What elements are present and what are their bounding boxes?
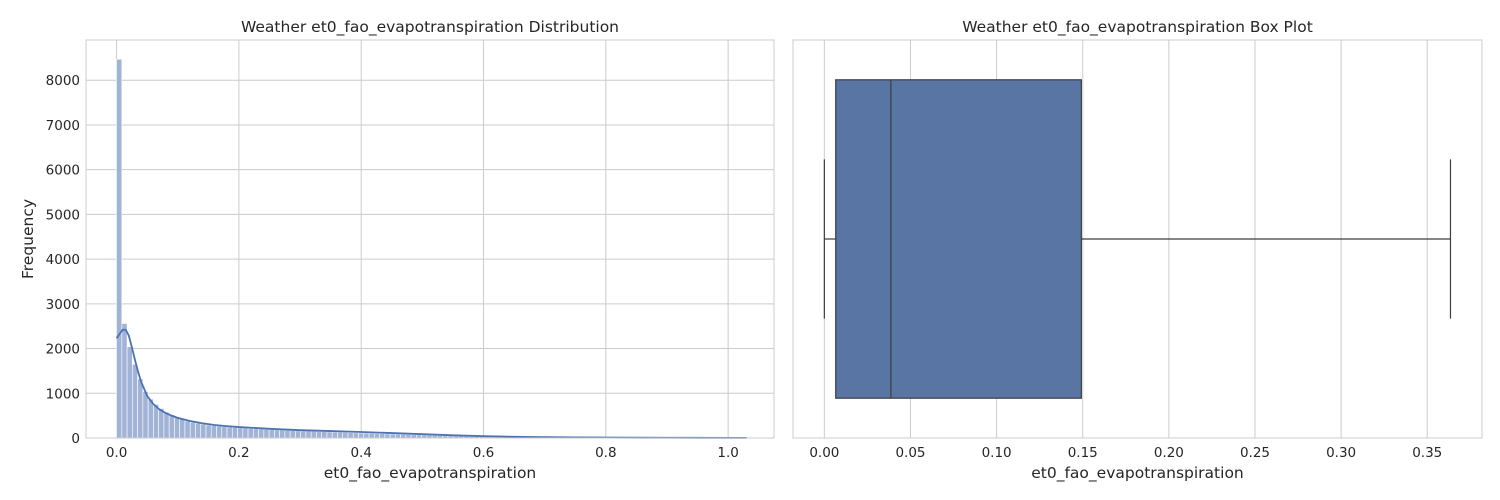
kde-curve	[115, 328, 747, 439]
histogram-x-tick-label: 0.6	[473, 445, 494, 461]
histogram-bars	[116, 58, 743, 439]
histogram-y-tick-label: 3000	[46, 297, 80, 313]
histogram-bar	[205, 424, 212, 439]
histogram-bar	[342, 432, 349, 439]
histogram-bar	[310, 431, 317, 439]
histogram-y-tick-label: 5000	[46, 207, 80, 223]
histogram-x-label: et0_fao_evapotranspiration	[324, 464, 537, 483]
boxplot-panel: 0.00 0.05 0.10 0.15 0.20 0.25 0.30 0.35 Weather…	[792, 18, 1483, 483]
histogram-bar	[316, 431, 322, 439]
histogram-bar	[347, 432, 354, 439]
boxplot-x-tick-label: 0.20	[1154, 445, 1184, 461]
histogram-bar	[142, 391, 149, 439]
histogram-x-tick-label: 0.4	[350, 445, 371, 461]
boxplot-x-tick-label: 0.00	[809, 445, 839, 461]
histogram-bar	[258, 428, 265, 439]
histogram-bar	[147, 398, 154, 439]
histogram-bar	[300, 430, 307, 439]
histogram-bar	[189, 422, 196, 439]
histogram-bar	[289, 430, 296, 439]
histogram-bar	[295, 430, 301, 439]
histogram-bar	[132, 363, 138, 439]
histogram-bar	[363, 432, 370, 439]
histogram-y-tick-label: 4000	[46, 252, 80, 268]
histogram-x-tick-label: 0.8	[595, 445, 616, 461]
boxplot-x-tick-label: 0.15	[1068, 445, 1098, 461]
histogram-bar	[305, 430, 312, 439]
histogram-bar	[379, 433, 386, 439]
histogram-bar	[358, 432, 365, 439]
histogram-y-label: Frequency	[19, 199, 37, 279]
boxplot-title: Weather et0_fao_evapotranspiration Box P…	[962, 18, 1313, 37]
histogram-bar	[168, 414, 175, 439]
histogram-x-tick-label: 0.2	[228, 445, 249, 461]
histogram-bar	[321, 431, 328, 439]
histogram-bar	[284, 430, 291, 439]
boxplot-x-label: et0_fao_evapotranspiration	[1031, 464, 1244, 483]
histogram-y-tick-label: 0	[71, 431, 80, 447]
histogram-bar	[231, 427, 238, 439]
histogram-y-tick-label: 8000	[46, 73, 80, 89]
boxplot-x-tick-label: 0.10	[982, 445, 1012, 461]
histogram-y-tick-label: 1000	[46, 386, 80, 402]
boxplot-x-ticks: 0.00 0.05 0.10 0.15 0.20 0.25 0.30 0.35	[809, 445, 1442, 461]
histogram-bar	[195, 422, 202, 439]
histogram-bar	[174, 416, 180, 439]
histogram-bar	[331, 431, 338, 439]
histogram-y-ticks: 0 1000 2000 3000 4000 5000 6000 7000 8000	[46, 73, 80, 447]
histogram-bar	[263, 429, 270, 439]
histogram-bar	[237, 427, 244, 439]
histogram-x-ticks: 0.0 0.2 0.4 0.6 0.8 1.0	[106, 445, 739, 461]
histogram-bar	[126, 346, 133, 439]
histogram-bar	[274, 429, 280, 439]
histogram-x-tick-label: 1.0	[717, 445, 738, 461]
boxplot-x-tick-label: 0.05	[895, 445, 925, 461]
boxplot-x-tick-label: 0.35	[1412, 445, 1442, 461]
histogram-bar	[242, 427, 249, 439]
histogram-bar	[153, 404, 159, 439]
histogram-axes-frame	[85, 39, 775, 439]
boxplot-x-tick-label: 0.25	[1240, 445, 1270, 461]
histogram-bar	[389, 433, 396, 439]
histogram-bar	[121, 323, 128, 439]
histogram-bar	[352, 432, 359, 439]
histogram-bar	[395, 433, 401, 439]
histogram-bar	[116, 58, 123, 439]
histogram-bar	[158, 408, 165, 439]
histogram-bar	[400, 434, 407, 439]
histogram-y-tick-label: 7000	[46, 118, 80, 134]
boxplot-axes-frame	[792, 39, 1483, 439]
histogram-bar	[210, 425, 217, 439]
boxplot-x-tick-label: 0.30	[1326, 445, 1356, 461]
histogram-bar	[221, 426, 228, 439]
histogram-bar	[405, 434, 412, 439]
histogram-x-tick-label: 0.0	[106, 445, 127, 461]
histogram-bar	[337, 431, 344, 439]
histogram-bar	[253, 428, 259, 439]
interquartile-box	[835, 79, 1082, 399]
histogram-bar	[163, 411, 170, 439]
histogram-bar	[247, 428, 254, 439]
histogram-bar	[200, 423, 207, 439]
histogram-bar	[184, 420, 191, 439]
histogram-title: Weather et0_fao_evapotranspiration Distr…	[241, 18, 619, 37]
histogram-bar	[226, 426, 233, 439]
boxplot-body	[823, 79, 1452, 399]
histogram-bar	[384, 433, 391, 439]
histogram-y-tick-label: 6000	[46, 163, 80, 179]
histogram-y-tick-label: 2000	[46, 342, 80, 358]
histogram-bar	[279, 429, 286, 439]
histogram-bar	[216, 425, 223, 439]
histogram-bar	[373, 433, 380, 439]
histogram-bar	[368, 433, 375, 439]
histogram-grid	[86, 40, 774, 439]
histogram-panel: 0.0 0.2 0.4 0.6 0.8 1.0 0 1000 2000 3000 4000 5000…	[19, 18, 775, 483]
histogram-bar	[326, 431, 333, 439]
histogram-bar	[268, 429, 275, 439]
histogram-bar	[179, 418, 186, 439]
histogram-bar	[137, 378, 144, 439]
